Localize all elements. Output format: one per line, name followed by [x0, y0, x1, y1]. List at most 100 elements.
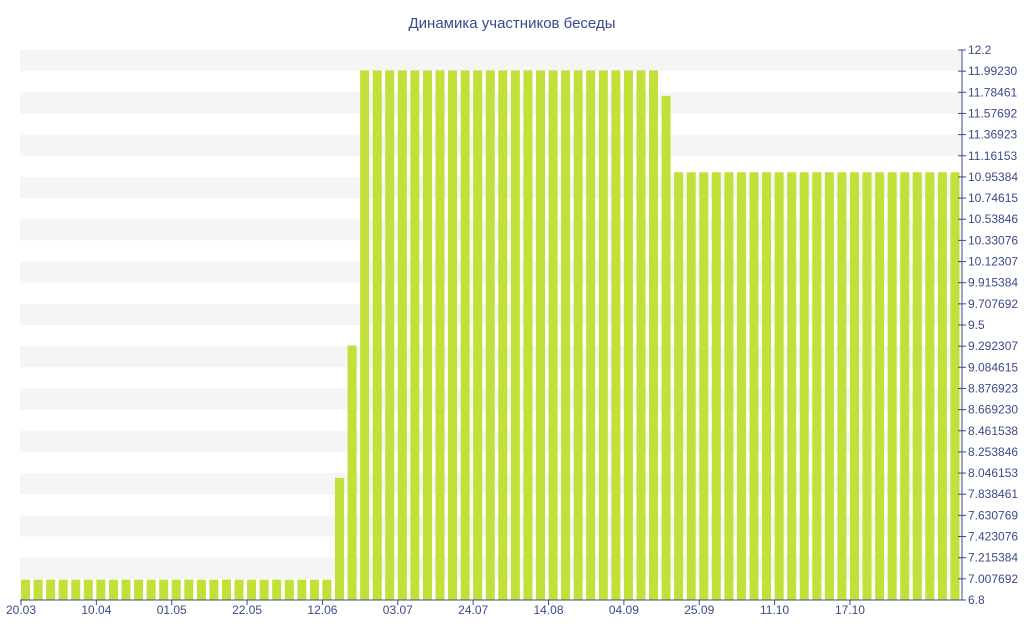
- y-tick-label: 11.16153: [968, 149, 1017, 163]
- y-axis: 12.2 11.99230 11.78461 11.57692 11.36923 11.1…: [958, 43, 1018, 607]
- bar: [34, 580, 43, 600]
- bar: [46, 580, 55, 600]
- bar: [950, 172, 959, 600]
- y-tick-label: 11.36923: [968, 128, 1017, 142]
- bar: [875, 172, 884, 600]
- x-tick-label: 01.05: [157, 603, 187, 617]
- y-tick-label: 10.33076: [968, 233, 1018, 247]
- y-tick-label: 6.8: [968, 593, 985, 607]
- bar: [938, 172, 947, 600]
- bar: [636, 70, 645, 600]
- y-tick-label: 9.5: [968, 318, 985, 332]
- y-tick-label: 11.99230: [968, 64, 1017, 78]
- bar: [285, 580, 294, 600]
- y-tick-label: 8.876923: [968, 381, 1018, 395]
- bar: [511, 70, 520, 600]
- x-tick-label: 12.06: [307, 603, 337, 617]
- bar: [109, 580, 118, 600]
- bar: [699, 172, 708, 600]
- bar: [498, 70, 507, 600]
- x-tick-label: 25.09: [684, 603, 714, 617]
- y-tick-label: 9.707692: [968, 297, 1018, 311]
- bar: [837, 172, 846, 600]
- y-tick-label: 10.74615: [968, 191, 1018, 205]
- bar: [724, 172, 733, 600]
- y-tick-label: 11.78461: [968, 85, 1017, 99]
- bar: [712, 172, 721, 600]
- bar: [335, 478, 344, 600]
- y-tick-label: 7.215384: [968, 551, 1018, 565]
- bar: [310, 580, 319, 600]
- bar: [561, 70, 570, 600]
- bar: [486, 70, 495, 600]
- bar: [385, 70, 394, 600]
- bar: [121, 580, 130, 600]
- y-tick-label: 11.57692: [968, 106, 1017, 120]
- bar: [197, 580, 206, 600]
- bar: [737, 172, 746, 600]
- y-tick-label: 10.95384: [968, 170, 1018, 184]
- y-tick-label: 8.046153: [968, 466, 1018, 480]
- x-tick-label: 10.04: [81, 603, 111, 617]
- bar: [662, 96, 671, 600]
- bar: [235, 580, 244, 600]
- bar: [21, 580, 30, 600]
- x-tick-label: 17.10: [835, 603, 865, 617]
- bar: [423, 70, 432, 600]
- bar: [825, 172, 834, 600]
- bar: [348, 345, 357, 600]
- x-tick-label: 11.10: [760, 603, 789, 617]
- bar: [762, 172, 771, 600]
- y-tick-label: 9.292307: [968, 339, 1018, 353]
- bar: [59, 580, 68, 600]
- bar: [172, 580, 181, 600]
- y-tick-label: 9.915384: [968, 276, 1018, 290]
- bar: [775, 172, 784, 600]
- bar: [624, 70, 633, 600]
- bar: [599, 70, 608, 600]
- bar: [272, 580, 281, 600]
- bar: [147, 580, 156, 600]
- bar: [863, 172, 872, 600]
- bar: [260, 580, 269, 600]
- x-tick-label: 20.03: [6, 603, 36, 617]
- x-tick-label: 14.08: [534, 603, 564, 617]
- bar: [96, 580, 105, 600]
- bar: [159, 580, 168, 600]
- bar: [649, 70, 658, 600]
- bar: [473, 70, 482, 600]
- bar: [461, 70, 470, 600]
- x-tick-label: 22.05: [232, 603, 262, 617]
- bar: [812, 172, 821, 600]
- y-tick-label: 10.53846: [968, 212, 1018, 226]
- bar: [71, 580, 80, 600]
- y-tick-label: 12.2: [968, 43, 992, 57]
- y-tick-label: 7.423076: [968, 530, 1018, 544]
- y-tick-label: 9.084615: [968, 360, 1018, 374]
- bar: [222, 580, 231, 600]
- bar: [749, 172, 758, 600]
- y-tick-label: 7.007692: [968, 572, 1018, 586]
- bar: [536, 70, 545, 600]
- bar: [687, 172, 696, 600]
- bar: [850, 172, 859, 600]
- bar: [913, 172, 922, 600]
- bar: [448, 70, 457, 600]
- bar: [435, 70, 444, 600]
- chart-title: Динамика участников беседы: [409, 15, 616, 32]
- bar: [297, 580, 306, 600]
- bar: [523, 70, 532, 600]
- y-tick-label: 7.630769: [968, 508, 1018, 522]
- bar: [674, 172, 683, 600]
- bar: [134, 580, 143, 600]
- bar: [900, 172, 909, 600]
- x-tick-label: 24.07: [458, 603, 488, 617]
- bar: [247, 580, 256, 600]
- bar: [322, 580, 331, 600]
- bar: [184, 580, 193, 600]
- bar: [925, 172, 934, 600]
- y-tick-label: 8.669230: [968, 403, 1018, 417]
- bar: [360, 70, 369, 600]
